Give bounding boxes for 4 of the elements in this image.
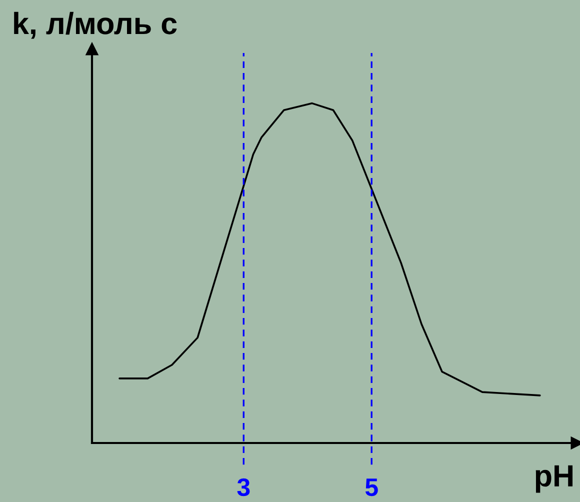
x-tick-label: 5: [365, 478, 378, 496]
y-axis-title: k, л/моль с: [14, 12, 177, 39]
x-axis-title: pH: [536, 465, 573, 493]
x-tick-label: 3: [237, 478, 250, 496]
